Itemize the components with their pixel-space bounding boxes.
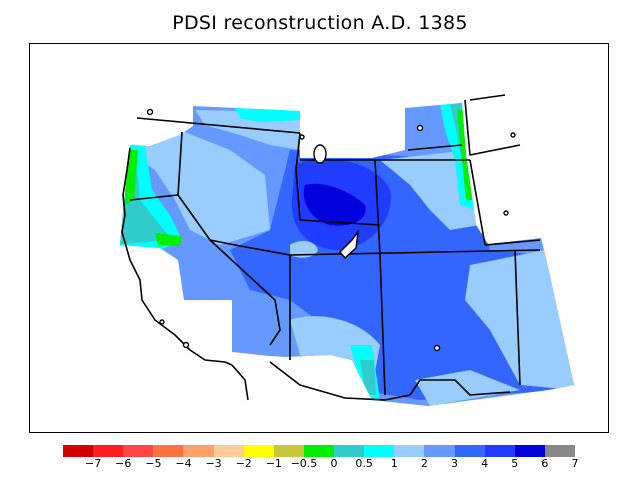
texas-mexico-border xyxy=(409,379,511,396)
colorbar-label: −0.5 xyxy=(290,457,318,470)
island-marker xyxy=(159,319,165,325)
colorbar-swatch xyxy=(484,445,516,457)
canada-border-east xyxy=(407,144,463,151)
lake-marker xyxy=(146,108,154,116)
colorbar-swatch xyxy=(123,445,154,457)
colorbar-label: −2 xyxy=(235,457,252,470)
pacific-coastline xyxy=(121,147,233,366)
nebraska-border xyxy=(469,159,486,246)
oklahoma-border xyxy=(514,249,521,386)
colorbar-swatch xyxy=(514,445,546,457)
colorbar-swatch xyxy=(243,445,275,457)
arizona-mexico-border xyxy=(344,394,411,401)
colorbar-swatch xyxy=(424,445,456,457)
colorbar-label: −6 xyxy=(115,457,132,470)
lake-marker xyxy=(433,344,441,352)
nevada-california-border xyxy=(177,131,281,346)
lake-marker xyxy=(503,210,509,216)
colorbar-label: −1 xyxy=(265,457,282,470)
colorbar-swatch xyxy=(303,445,335,457)
island-marker xyxy=(182,341,190,349)
pdsi-map xyxy=(120,94,574,406)
colorbar-swatch xyxy=(93,445,124,457)
kansas-border xyxy=(484,239,541,246)
colorbar-swatch xyxy=(544,445,576,457)
colorbar-swatch xyxy=(334,445,365,457)
colorbar-swatch xyxy=(454,445,486,457)
colorbar-label: −3 xyxy=(205,457,222,470)
four-corners-latitude xyxy=(289,249,541,256)
colorbar-label: −7 xyxy=(85,457,102,470)
colorbar-label: −5 xyxy=(145,457,162,470)
map-title: PDSI reconstruction A.D. 1385 xyxy=(172,12,468,34)
mexico-coastline xyxy=(231,361,346,401)
colorbar-swatch xyxy=(394,445,425,457)
canada-border xyxy=(136,117,301,134)
great-salt-lake xyxy=(339,229,360,260)
yellowstone-lake xyxy=(313,144,327,164)
colorbar-label: 6 xyxy=(541,457,549,470)
colorbar xyxy=(63,445,576,459)
colorbar-swatch xyxy=(273,445,305,457)
colorbar-label: 3 xyxy=(451,457,459,470)
boundary-lines xyxy=(121,94,541,401)
colorbar-label: 0 xyxy=(330,457,338,470)
lake-marker xyxy=(299,134,305,140)
colorbar-label: 1 xyxy=(390,457,398,470)
canada-border-far-east xyxy=(469,94,506,101)
colorbar-swatch xyxy=(213,445,245,457)
lake-marker xyxy=(416,124,424,132)
colorbar-swatch xyxy=(183,445,215,457)
colorbar-label: 5 xyxy=(511,457,519,470)
colorado-west-border xyxy=(374,159,386,396)
colorbar-label: 4 xyxy=(481,457,489,470)
colorbar-label: 7 xyxy=(571,457,579,470)
colorbar-swatch xyxy=(364,445,395,457)
colorbar-swatch xyxy=(153,445,184,457)
lakes xyxy=(146,108,516,352)
nevada-utah-border xyxy=(209,239,291,256)
utah-wyoming-border xyxy=(299,219,381,226)
colorbar-label: 0.5 xyxy=(355,457,373,470)
colorbar-label: 2 xyxy=(420,457,428,470)
montana-idaho-border xyxy=(295,132,301,221)
oregon-border xyxy=(129,194,179,201)
colorbar-label: −4 xyxy=(175,457,192,470)
dakota-border xyxy=(464,99,521,156)
colorbar-swatch xyxy=(63,445,94,457)
lake-marker xyxy=(510,132,516,138)
